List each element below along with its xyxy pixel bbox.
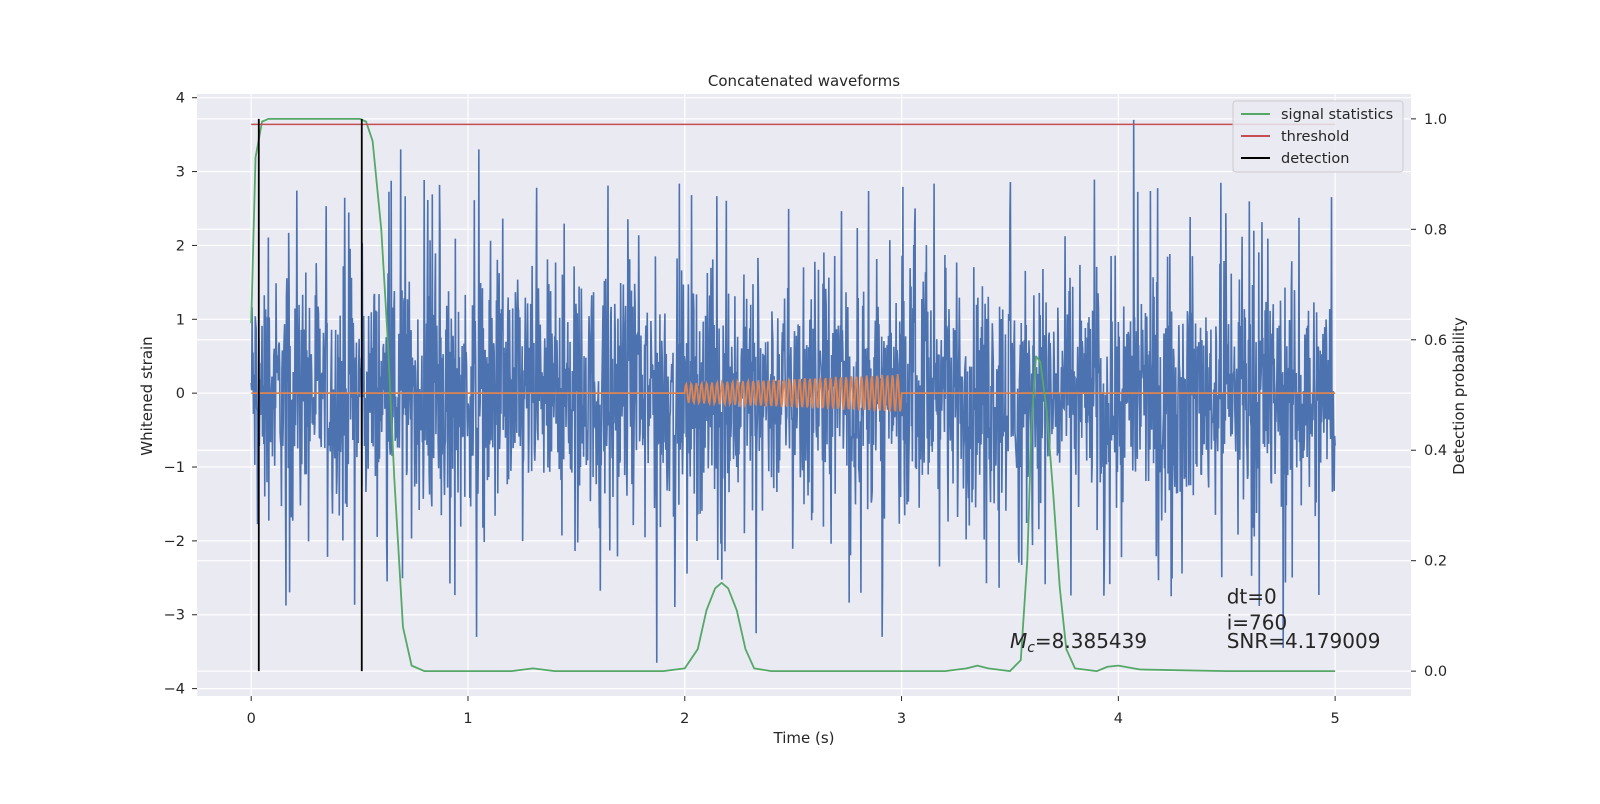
legend: signal statistics threshold detection xyxy=(1232,100,1404,173)
y-axis-label: Whitened strain xyxy=(138,336,156,455)
strain-line xyxy=(250,119,1336,663)
y2-tick-label: 0.8 xyxy=(1424,222,1447,238)
x-tick-label: 2 xyxy=(680,711,689,727)
x-axis-label: Time (s) xyxy=(773,729,835,747)
x-tick-label: 3 xyxy=(897,711,906,727)
y2-tick-label: 0.6 xyxy=(1424,333,1447,349)
legend-label-signal-statistics: signal statistics xyxy=(1281,107,1393,123)
y-tick-label: −1 xyxy=(164,460,185,476)
y2-tick-label: 0.2 xyxy=(1424,554,1447,570)
template-line xyxy=(251,374,1336,412)
annotation-text: Mc=8.385439 xyxy=(1010,629,1147,656)
annotation-text: dt=0 xyxy=(1227,585,1277,609)
x-tick-label: 1 xyxy=(463,711,472,727)
x-tick-label: 5 xyxy=(1331,711,1340,727)
y-tick-label: −4 xyxy=(164,682,185,698)
legend-label-threshold: threshold xyxy=(1281,129,1349,145)
strain-series xyxy=(250,119,1336,663)
y2-tick-label: 0.0 xyxy=(1424,664,1447,680)
y-tick-label: −3 xyxy=(164,608,185,624)
annotation-text: i=760 xyxy=(1227,611,1288,635)
template-series xyxy=(251,374,1336,412)
y-tick-label: 2 xyxy=(176,238,185,254)
axes: 0 1 2 3 4 5 −4 −3 −2 −1 0 1 2 3 4 0.0 0.2 0.4 0.6 0.8 1.0 xyxy=(164,91,1447,727)
y2-tick-label: 0.4 xyxy=(1424,443,1447,459)
y-tick-label: −2 xyxy=(164,534,185,550)
detection-series xyxy=(257,118,363,672)
y-tick-label: 1 xyxy=(176,312,185,328)
annotation-text: SNR=4.179009 xyxy=(1227,629,1381,653)
y-tick-label: 4 xyxy=(176,91,185,107)
x-tick-label: 4 xyxy=(1114,711,1123,727)
signal-statistics-series xyxy=(250,117,1336,673)
x-tick-label: 0 xyxy=(247,711,256,727)
legend-box xyxy=(1232,100,1404,173)
y-tick-label: 0 xyxy=(176,386,185,402)
chart-title: Concatenated waveforms xyxy=(708,72,900,90)
right-axis-label: Detection probability xyxy=(1450,317,1468,475)
y-tick-label: 3 xyxy=(176,165,185,181)
signal-statistics-line xyxy=(250,117,1336,673)
legend-label-detection: detection xyxy=(1281,151,1349,167)
y2-tick-label: 1.0 xyxy=(1424,112,1447,128)
